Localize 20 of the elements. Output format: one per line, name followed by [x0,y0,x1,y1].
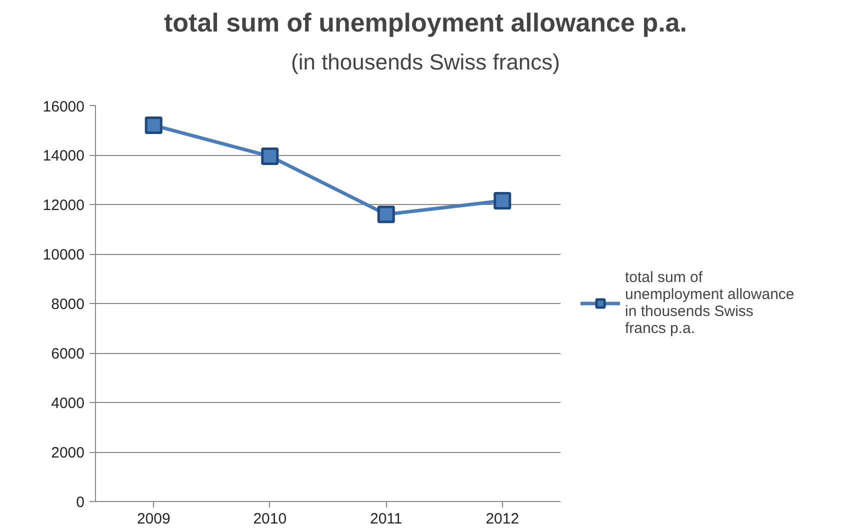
point [261,147,279,165]
y-tick-label: 6000 [51,346,85,362]
y-tick-label: 16000 [42,98,85,116]
legend-label: total sum of unemployment allowance in thousends Swiss francs p.a. [625,269,794,337]
x-tick-label: 2010 [253,510,287,528]
x-tick-label: 2011 [370,510,402,528]
y-tick-label: 0 [76,494,84,511]
y-tick-label: 12000 [42,197,85,214]
x-tick-label: 2009 [136,510,170,528]
y-tick-label: 10000 [42,246,85,264]
point [144,116,162,134]
x-tick-label: 2012 [486,510,520,528]
point [377,206,395,224]
point [494,192,512,210]
y-tick-label: 2000 [51,444,85,462]
y-tick-label: 14000 [42,148,85,164]
chart-subtitle: (in thousends Swiss francs) [291,50,560,74]
y-tick-label: 4000 [51,395,85,412]
y-tick-label: 8000 [51,296,85,313]
chart-title: total sum of unemployment allowance p.a. [164,8,687,38]
